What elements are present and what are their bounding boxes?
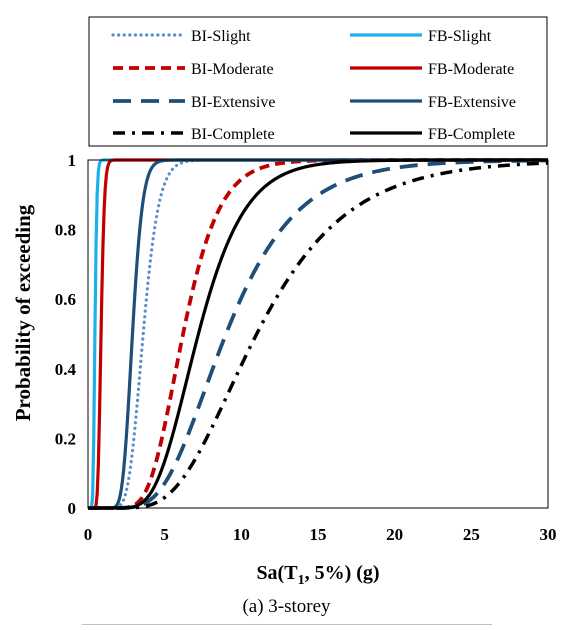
y-tick-label: 0 — [68, 499, 77, 518]
legend-label: BI-Slight — [191, 28, 251, 45]
x-axis-title: Sa(T1, 5%) (g) — [256, 562, 379, 588]
legend: BI-Slight FB-Slight BI-Moderate FB-Moderate… — [88, 16, 548, 147]
legend-label: FB-Extensive — [428, 94, 516, 111]
x-axis-title-tail: , 5%) (g) — [305, 562, 380, 584]
x-tick-label: 0 — [84, 525, 93, 544]
y-tick-label: 0.2 — [55, 429, 76, 448]
legend-label: BI-Extensive — [191, 94, 275, 111]
x-tick-label: 5 — [160, 525, 169, 544]
y-axis-title: Probability of exceeding — [11, 204, 35, 421]
x-tick-label: 25 — [463, 525, 480, 544]
legend-label: FB-Complete — [428, 126, 515, 143]
legend-label: BI-Complete — [191, 126, 275, 143]
x-tick-label: 30 — [540, 525, 557, 544]
x-tick-label: 20 — [386, 525, 403, 544]
series-line-bi-complete — [88, 161, 548, 510]
y-tick-label: 0.8 — [55, 221, 76, 240]
figure-caption: (a) 3-storey — [242, 596, 331, 617]
caption-divider — [82, 624, 492, 625]
y-tick-label: 1 — [68, 151, 77, 170]
fragility-chart: BI-Slight FB-Slight BI-Moderate FB-Moderate… — [11, 16, 557, 588]
legend-label: FB-Moderate — [428, 61, 514, 78]
legend-label: FB-Slight — [428, 28, 492, 45]
plot-frame — [87, 159, 549, 509]
x-axis-title-sub: 1 — [298, 573, 305, 588]
tick-labels: 0 5 10 15 20 25 30 0 0.2 0.4 0.6 0.8 1 — [55, 151, 557, 544]
y-tick-label: 0.6 — [55, 290, 76, 309]
plot-area — [88, 158, 548, 510]
y-tick-label: 0.4 — [55, 360, 77, 379]
x-tick-label: 15 — [310, 525, 327, 544]
legend-box — [88, 16, 548, 147]
x-axis-title-main: Sa(T — [256, 562, 298, 584]
legend-label: BI-Moderate — [191, 61, 274, 78]
x-tick-label: 10 — [233, 525, 250, 544]
axes — [87, 159, 549, 509]
series-line-bi-extensive — [88, 158, 548, 510]
